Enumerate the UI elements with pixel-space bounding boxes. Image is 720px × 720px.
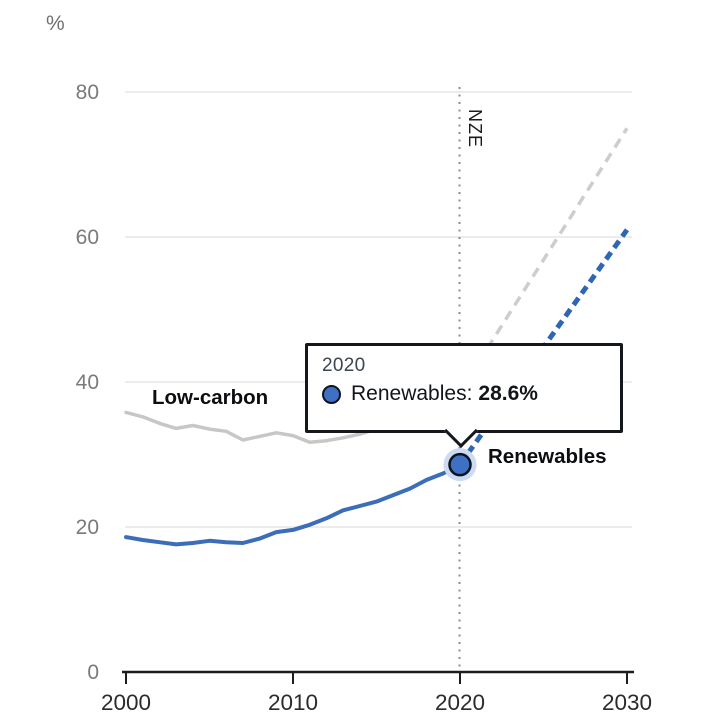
renewables-series-label: Renewables bbox=[488, 445, 607, 468]
tooltip-series-row: Renewables: 28.6% bbox=[322, 382, 620, 406]
y-axis-unit-label: % bbox=[46, 12, 65, 35]
x-tick-label-2020: 2020 bbox=[435, 690, 485, 715]
y-tick-label-20: 20 bbox=[76, 516, 99, 539]
x-tick-label-2000: 2000 bbox=[101, 690, 151, 715]
hover-tooltip: 2020 Renewables: 28.6% bbox=[305, 343, 623, 448]
y-tick-label-40: 40 bbox=[76, 371, 99, 394]
y-tick-label-60: 60 bbox=[76, 226, 99, 249]
tooltip-series-name: Renewables: bbox=[351, 382, 473, 405]
nze-label: NZE bbox=[465, 109, 485, 148]
x-tick-label-2030: 2030 bbox=[602, 690, 652, 715]
renewables-legend-dot-icon bbox=[322, 384, 341, 404]
tooltip-value: 28.6% bbox=[478, 382, 538, 405]
renewables-2020-marker[interactable] bbox=[448, 452, 472, 477]
y-tick-label-80: 80 bbox=[76, 81, 99, 104]
x-tick-label-2010: 2010 bbox=[268, 690, 318, 715]
series-line-2 bbox=[124, 462, 462, 547]
low-carbon-series-label: Low-carbon bbox=[152, 386, 269, 409]
y-tick-label-0: 0 bbox=[87, 661, 99, 684]
tooltip-year: 2020 bbox=[322, 355, 366, 376]
